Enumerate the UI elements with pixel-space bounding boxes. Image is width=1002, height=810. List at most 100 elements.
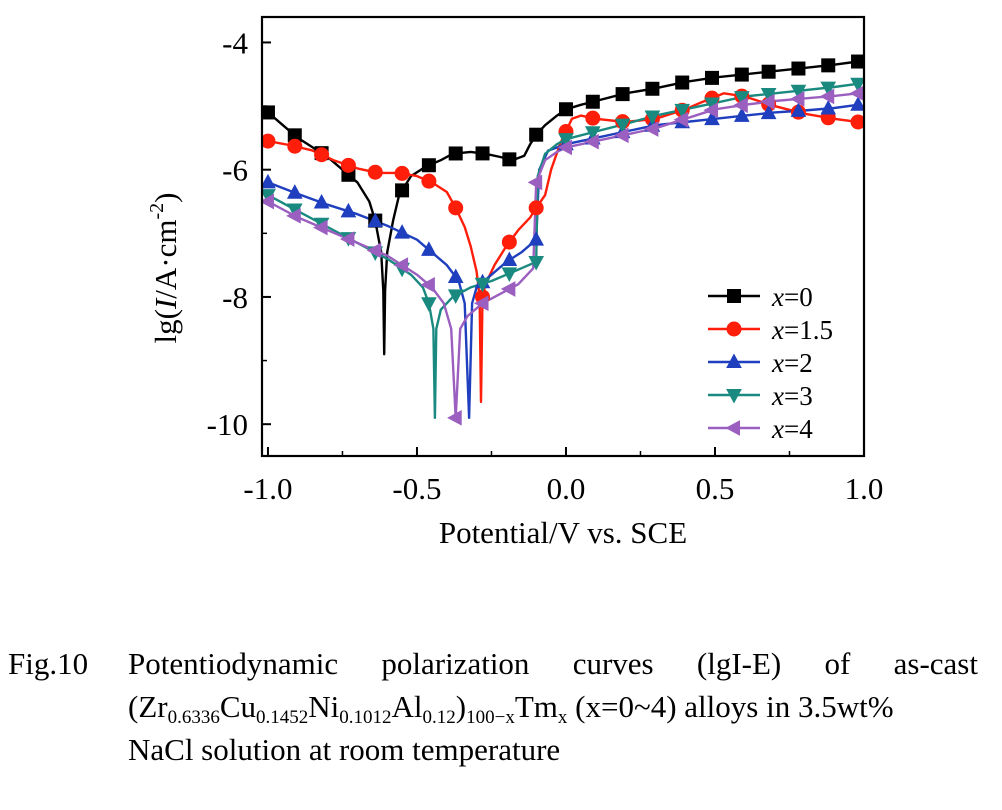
data-point-0 [585, 94, 600, 109]
data-point-3 [733, 91, 750, 106]
data-point-4 [703, 102, 719, 119]
data-point-2 [313, 193, 330, 209]
data-point-2 [394, 224, 410, 239]
data-point-2 [421, 241, 437, 256]
y-axis-label: lg(I/A·cm-2) [146, 193, 183, 344]
data-point-3 [790, 84, 807, 100]
caption-word: of [824, 646, 851, 681]
data-point-4 [760, 93, 775, 110]
data-point-4 [733, 97, 748, 114]
formula-dopant-subscript: x [557, 707, 568, 728]
data-point-0 [502, 152, 517, 167]
data-point-1 [850, 114, 864, 130]
legend-marker [725, 420, 740, 436]
polarization-chart: -1.0 -0.5 0.0 0.5 1.0 -4 -6 -8 -10 Potential/V v… [146, 15, 883, 550]
data-point-1 [394, 165, 410, 181]
data-point-0 [734, 67, 749, 82]
data-point-2 [760, 104, 777, 120]
formula-subscript: 0.12 [422, 707, 456, 728]
data-point-1 [287, 138, 303, 154]
data-point-2 [286, 184, 303, 199]
y-tick-label: -6 [222, 153, 248, 188]
data-point-4 [557, 139, 572, 156]
caption-word: Potentiodynamic [128, 646, 339, 681]
formula-dopant: Tm [514, 689, 558, 724]
formula-close: ) [455, 689, 467, 724]
y-tick-label: -8 [222, 280, 248, 315]
data-point-1 [262, 133, 276, 149]
data-point-1 [421, 173, 437, 189]
series-line-0 [267, 60, 859, 356]
data-point-2 [367, 212, 384, 228]
caption-line-1: Potentiodynamic polarization curves (lgI… [128, 642, 978, 685]
data-point-3 [584, 126, 601, 141]
data-point-2 [340, 202, 357, 218]
data-point-0 [558, 102, 573, 117]
formula-subscript: 0.6336 [167, 707, 220, 728]
data-point-4 [447, 409, 462, 426]
data-point-3 [820, 81, 837, 97]
data-point-1 [448, 200, 464, 216]
legend-label: x=2 [771, 348, 813, 378]
data-point-2 [501, 251, 518, 267]
data-point-4 [819, 88, 835, 105]
data-point-0 [395, 183, 410, 198]
data-point-2 [704, 110, 720, 126]
caption-line-3: NaCl solution at room temperature [128, 732, 561, 767]
data-point-0 [761, 64, 776, 79]
data-point-4 [500, 281, 516, 297]
data-point-4 [614, 127, 629, 144]
caption-range: (x=0~4) [575, 689, 677, 724]
data-point-2 [820, 99, 837, 115]
data-point-1 [501, 234, 517, 250]
data-point-4 [393, 257, 409, 273]
formula-element: Zr [138, 689, 168, 724]
data-point-0 [851, 54, 864, 69]
y-tick-label: -10 [207, 407, 248, 442]
legend: x=0x=1.5x=2x=3x=4 [708, 282, 833, 444]
series-line-2 [267, 103, 859, 419]
legend-label: x=0 [771, 282, 813, 312]
data-point-3 [558, 133, 574, 148]
data-point-0 [645, 81, 660, 96]
formula-element: Cu [219, 689, 257, 724]
data-point-0 [448, 146, 463, 161]
x-axis-label: Potential/V vs. SCE [439, 515, 687, 550]
data-point-3 [850, 77, 864, 93]
data-point-4 [789, 91, 805, 107]
caption-label: Fig.10 [8, 646, 89, 681]
legend-marker [727, 289, 741, 303]
formula-subscript: 0.1012 [339, 707, 392, 728]
data-point-0 [475, 146, 490, 161]
data-point-3 [528, 255, 545, 271]
caption-word: polarization [381, 646, 530, 681]
data-point-0 [529, 127, 544, 142]
data-point-2 [447, 268, 464, 284]
data-point-2 [790, 102, 807, 117]
series-line-4 [267, 92, 859, 419]
data-point-0 [675, 75, 690, 90]
caption-word: (lgI-E) [696, 646, 782, 681]
x-tick-label: -1.0 [243, 471, 292, 506]
formula-open: ( [128, 689, 139, 724]
legend-marker [726, 321, 742, 337]
legend-label: x=3 [771, 381, 813, 411]
y-tick-label: -4 [222, 25, 248, 60]
data-point-1 [367, 164, 383, 180]
legend-marker [726, 389, 742, 404]
data-point-4 [286, 207, 301, 224]
caption-word: curves [572, 646, 654, 681]
data-point-3 [447, 289, 464, 304]
legend-label: x=1.5 [771, 315, 833, 345]
plot-frame [260, 15, 866, 458]
data-point-3 [421, 297, 437, 312]
data-point-0 [615, 87, 630, 102]
data-point-2 [733, 107, 750, 122]
x-tick-label: 0.0 [547, 471, 586, 506]
data-point-4 [673, 111, 689, 128]
x-tick-label: 0.5 [696, 471, 735, 506]
data-point-4 [473, 295, 489, 312]
caption-word: as-cast [893, 646, 978, 681]
data-point-4 [339, 231, 355, 247]
data-point-3 [474, 277, 491, 293]
